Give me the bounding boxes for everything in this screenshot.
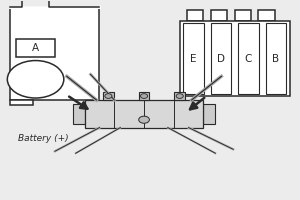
Text: D: D [217, 54, 225, 64]
Bar [73, 104, 85, 124]
Bar [85, 100, 203, 128]
Bar [103, 92, 114, 100]
Circle shape [105, 94, 112, 98]
Bar [203, 104, 215, 124]
Bar [187, 10, 203, 21]
Text: B: B [272, 54, 280, 64]
Bar [174, 92, 185, 100]
Bar [211, 10, 227, 21]
Bar [259, 10, 275, 21]
Circle shape [140, 94, 148, 98]
Bar [139, 92, 149, 100]
Bar [235, 10, 251, 21]
Circle shape [139, 116, 149, 123]
Bar [16, 39, 55, 57]
Bar [238, 23, 259, 94]
Circle shape [7, 61, 64, 98]
Text: E: E [190, 54, 197, 64]
Text: A: A [32, 43, 39, 53]
Bar [183, 23, 204, 94]
Bar [10, 7, 100, 100]
Text: Battery (+): Battery (+) [18, 134, 68, 143]
Bar [266, 23, 286, 94]
Bar [180, 21, 290, 96]
Bar [10, 100, 33, 105]
Text: C: C [245, 54, 252, 64]
Circle shape [176, 94, 183, 98]
Bar [211, 23, 231, 94]
